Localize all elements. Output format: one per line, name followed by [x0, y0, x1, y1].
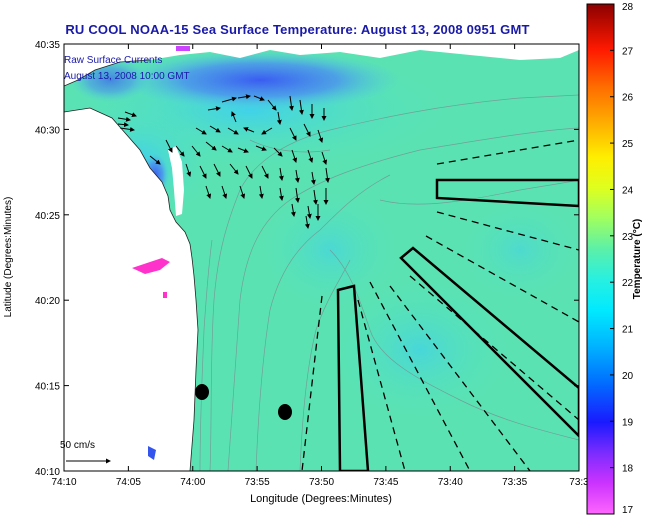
overlay-line-2: August 13, 2008 10:00 GMT — [64, 71, 190, 82]
y-tick-label: 40:10 — [35, 467, 60, 478]
x-tick-label: 74:10 — [51, 477, 76, 488]
x-tick-label: 73:45 — [373, 477, 398, 488]
warm-patch — [132, 258, 170, 274]
colorbar-tick-label: 26 — [622, 93, 634, 104]
colorbar — [586, 3, 615, 515]
station-marker — [195, 384, 209, 400]
colorbar-tick-label: 23 — [622, 232, 634, 243]
x-tick-label: 73:3 — [569, 477, 589, 488]
colorbar-tick-label: 24 — [622, 185, 634, 196]
station-marker — [278, 404, 292, 420]
colorbar-tick-label: 28 — [622, 2, 634, 13]
map-plot-area — [64, 44, 579, 471]
y-axis-ticks: 40:35 40:30 40:25 40:20 40:15 40:10 — [35, 40, 579, 478]
colorbar-tick-label: 17 — [622, 505, 634, 516]
colorbar-tick-label: 27 — [622, 46, 634, 57]
y-axis-label: Latitude (Degrees:Minutes) — [3, 197, 14, 318]
y-tick-label: 40:35 — [35, 40, 60, 51]
colorbar-tick-label: 22 — [622, 278, 634, 289]
scale-label: 50 cm/s — [60, 440, 95, 451]
coastline — [64, 59, 199, 471]
x-tick-label: 74:00 — [180, 477, 205, 488]
x-tick-label: 74:05 — [116, 477, 141, 488]
cold-water-plume — [120, 50, 400, 110]
x-axis-label: Longitude (Degrees:Minutes) — [250, 493, 392, 505]
y-tick-label: 40:25 — [35, 211, 60, 222]
colorbar-label: Temperature (°C) — [632, 219, 643, 300]
map-title: RU COOL NOAA-15 Sea Surface Temperature:… — [65, 22, 530, 37]
colorbar-tick-label: 25 — [622, 139, 634, 150]
zone-box-southeast — [399, 246, 579, 438]
x-tick-label: 73:35 — [502, 477, 527, 488]
x-axis-ticks: 74:10 74:05 74:00 73:55 73:50 73:45 73:40 73:35… — [51, 44, 589, 488]
land-sandy-hook — [168, 146, 184, 216]
x-tick-label: 73:50 — [309, 477, 334, 488]
zone-box-south — [336, 284, 370, 471]
overlay-line-1: Raw Surface Currents — [64, 55, 162, 66]
colorbar-tick-label: 21 — [622, 325, 634, 336]
surface-current-vectors — [117, 94, 330, 229]
x-tick-label: 73:55 — [245, 477, 270, 488]
colorbar-tick-label: 19 — [622, 417, 634, 428]
y-tick-label: 40:15 — [35, 382, 60, 393]
y-tick-label: 40:20 — [35, 296, 60, 307]
y-tick-label: 40:30 — [35, 125, 60, 136]
colorbar-tick-label: 18 — [622, 464, 634, 475]
land-long-island — [64, 44, 579, 86]
bathymetry-contours — [199, 94, 579, 471]
x-tick-label: 73:40 — [438, 477, 463, 488]
colorbar-tick-label: 20 — [622, 371, 634, 382]
colorbar-ticks: 28 27 26 25 24 23 22 21 20 19 18 17 — [610, 2, 634, 516]
sampling-zones — [301, 139, 579, 471]
zone-box-east — [435, 178, 579, 208]
